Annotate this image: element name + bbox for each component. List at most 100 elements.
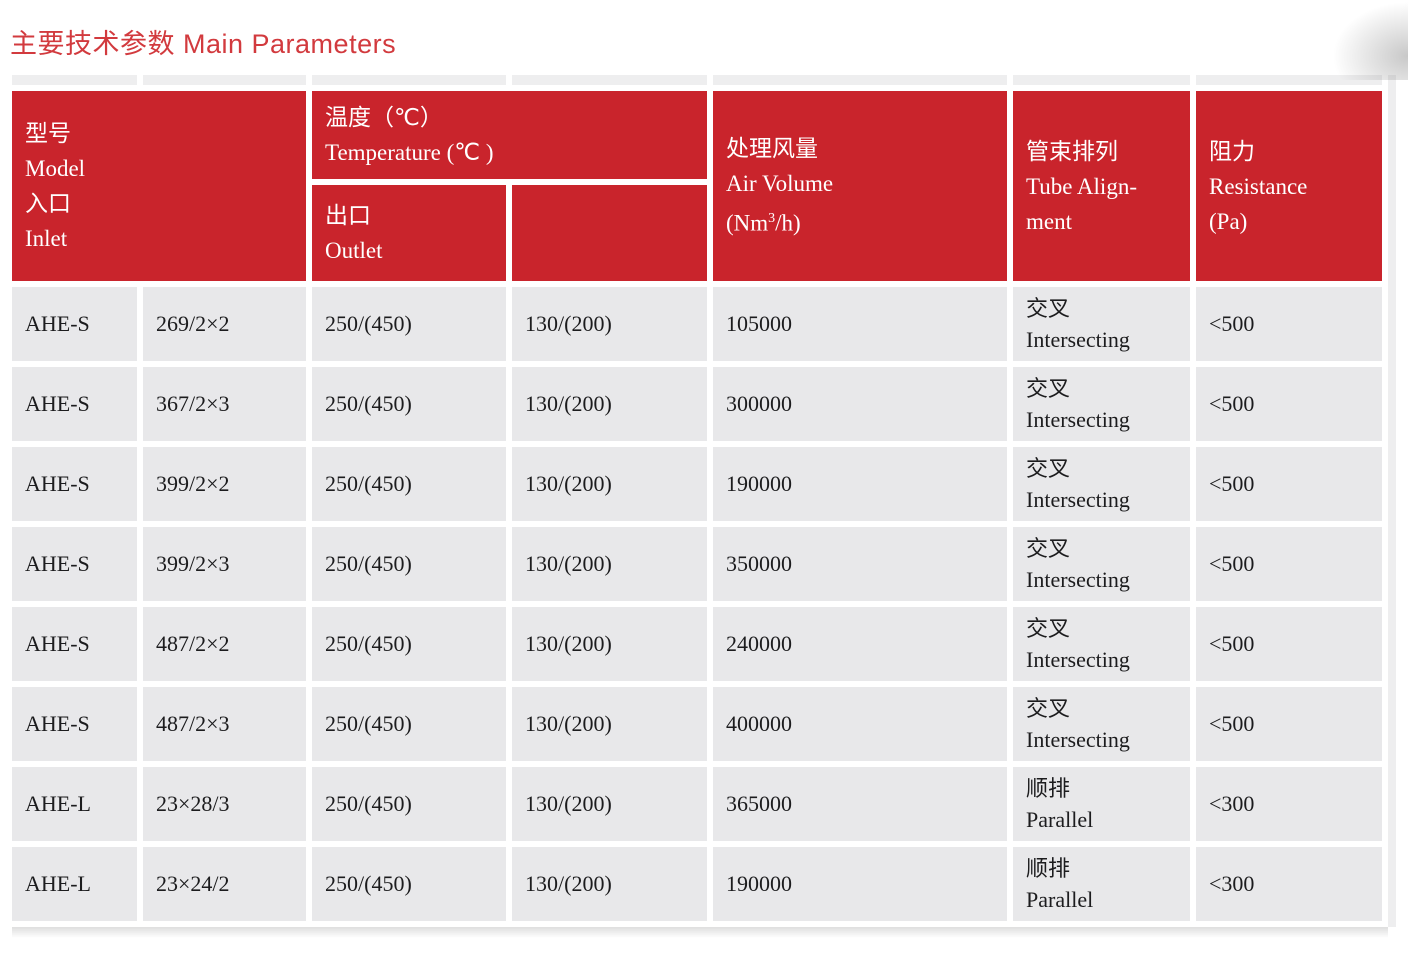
- cell-air-volume: 365000: [713, 767, 1007, 841]
- cell-inlet-temp: 250/(450): [312, 687, 506, 761]
- cell-size: 487/2×3: [143, 687, 306, 761]
- table-bottom-shadow: [12, 927, 1388, 938]
- cell-model: AHE-S: [12, 447, 137, 521]
- table-row: AHE-S 399/2×2 250/(450) 130/(200) 190000…: [12, 447, 1382, 521]
- cell-size: 487/2×2: [143, 607, 306, 681]
- page-corner-shadow: [1330, 0, 1408, 80]
- cell-tube-alignment: 顺排 Parallel: [1013, 847, 1190, 921]
- header-row-1: 型号 Model 入口 Inlet 温度（℃） Temperature (℃ )…: [12, 91, 1382, 281]
- table-row: AHE-S 487/2×3 250/(450) 130/(200) 400000…: [12, 687, 1382, 761]
- header-resistance-unit: (Pa): [1209, 208, 1248, 234]
- header-temperature-en: Temperature (℃ ): [325, 140, 494, 165]
- cell-air-volume: 240000: [713, 607, 1007, 681]
- header-outlet-en: Outlet: [325, 238, 383, 263]
- cell-air-volume: 400000: [713, 687, 1007, 761]
- table-right-sliver: [1388, 75, 1396, 927]
- cell-size: 269/2×2: [143, 287, 306, 361]
- header-resistance-en: Resistance: [1209, 173, 1308, 199]
- cell-size: 23×28/3: [143, 767, 306, 841]
- cell-tube-alignment: 交叉 Intersecting: [1013, 367, 1190, 441]
- table-top-sliver-row: [12, 75, 1382, 85]
- header-outlet-zh: 出口: [325, 202, 371, 228]
- cell-outlet-temp: 130/(200): [512, 687, 707, 761]
- cell-model: AHE-L: [12, 847, 137, 921]
- cell-tube-alignment: 交叉 Intersecting: [1013, 607, 1190, 681]
- header-resistance-zh: 阻力: [1209, 137, 1255, 164]
- header-tube-alignment-en2: ment: [1026, 208, 1072, 234]
- cell-size: 367/2×3: [143, 367, 306, 441]
- header-temperature: 温度（℃） Temperature (℃ ): [312, 91, 707, 179]
- header-row-2: 出口 Outlet: [12, 185, 1382, 281]
- cell-outlet-temp: 130/(200): [512, 287, 707, 361]
- sliver-cell: [1196, 75, 1382, 85]
- cell-air-volume: 190000: [713, 447, 1007, 521]
- cell-model: AHE-L: [12, 767, 137, 841]
- header-air-volume-unit: (Nm3/h): [726, 210, 801, 236]
- header-air-volume-zh: 处理风量: [726, 135, 818, 162]
- cell-air-volume: 190000: [713, 847, 1007, 921]
- header-tube-alignment: 管束排列 Tube Align- ment: [1013, 91, 1190, 281]
- cell-inlet-temp: 250/(450): [312, 447, 506, 521]
- table-row: AHE-S 487/2×2 250/(450) 130/(200) 240000…: [12, 607, 1382, 681]
- header-temperature-zh: 温度（℃）: [325, 104, 443, 130]
- table-row: AHE-S 269/2×2 250/(450) 130/(200) 105000…: [12, 287, 1382, 361]
- page-title: 主要技术参数 Main Parameters: [10, 29, 397, 59]
- cell-inlet-temp: 250/(450): [312, 767, 506, 841]
- sliver-cell: [713, 75, 1007, 85]
- table-row: AHE-L 23×24/2 250/(450) 130/(200) 190000…: [12, 847, 1382, 921]
- header-model-zh: 型号: [25, 120, 71, 146]
- sliver-cell: [512, 75, 707, 85]
- cell-resistance: <300: [1196, 767, 1382, 841]
- cell-tube-alignment: 交叉 Intersecting: [1013, 687, 1190, 761]
- cell-inlet-temp: 250/(450): [312, 607, 506, 681]
- cell-resistance: <500: [1196, 687, 1382, 761]
- header-tube-alignment-en1: Tube Align-: [1026, 173, 1137, 199]
- cell-resistance: <500: [1196, 607, 1382, 681]
- cell-tube-alignment: 交叉 Intersecting: [1013, 447, 1190, 521]
- cell-inlet-temp: 250/(450): [312, 287, 506, 361]
- cell-tube-alignment: 交叉 Intersecting: [1013, 527, 1190, 601]
- table-row: AHE-L 23×28/3 250/(450) 130/(200) 365000…: [12, 767, 1382, 841]
- header-air-volume: 处理风量 Air Volume (Nm3/h): [713, 91, 1007, 281]
- cell-resistance: <500: [1196, 287, 1382, 361]
- header-inlet-en: Inlet: [25, 226, 68, 251]
- header-inlet-zh: 入口: [25, 190, 71, 216]
- table-row: AHE-S 399/2×3 250/(450) 130/(200) 350000…: [12, 527, 1382, 601]
- cell-model: AHE-S: [12, 607, 137, 681]
- cell-outlet-temp: 130/(200): [512, 607, 707, 681]
- cell-outlet-temp: 130/(200): [512, 767, 707, 841]
- sliver-cell: [143, 75, 306, 85]
- cell-model: AHE-S: [12, 287, 137, 361]
- cell-model: AHE-S: [12, 367, 137, 441]
- header-model-en: Model: [25, 156, 86, 181]
- table-row: AHE-S 367/2×3 250/(450) 130/(200) 300000…: [12, 367, 1382, 441]
- cell-model: AHE-S: [12, 527, 137, 601]
- header-air-volume-en: Air Volume: [726, 171, 834, 197]
- cell-outlet-temp: 130/(200): [512, 447, 707, 521]
- sliver-cell: [1013, 75, 1190, 85]
- cell-tube-alignment: 交叉 Intersecting: [1013, 287, 1190, 361]
- cell-resistance: <500: [1196, 367, 1382, 441]
- header-tube-alignment-zh: 管束排列: [1026, 137, 1118, 164]
- header-empty-cell: [512, 185, 707, 281]
- header-outlet: 出口 Outlet: [312, 185, 506, 281]
- cell-air-volume: 105000: [713, 287, 1007, 361]
- cell-resistance: <300: [1196, 847, 1382, 921]
- cell-outlet-temp: 130/(200): [512, 367, 707, 441]
- header-model-inlet: 型号 Model 入口 Inlet: [12, 91, 306, 281]
- cell-size: 399/2×2: [143, 447, 306, 521]
- sliver-cell: [312, 75, 506, 85]
- cell-size: 23×24/2: [143, 847, 306, 921]
- sliver-cell: [12, 75, 137, 85]
- cell-inlet-temp: 250/(450): [312, 527, 506, 601]
- cell-inlet-temp: 250/(450): [312, 367, 506, 441]
- cell-outlet-temp: 130/(200): [512, 847, 707, 921]
- cell-tube-alignment: 顺排 Parallel: [1013, 767, 1190, 841]
- cell-resistance: <500: [1196, 527, 1382, 601]
- cell-size: 399/2×3: [143, 527, 306, 601]
- cell-inlet-temp: 250/(450): [312, 847, 506, 921]
- cell-resistance: <500: [1196, 447, 1382, 521]
- cell-outlet-temp: 130/(200): [512, 527, 707, 601]
- parameters-table: 型号 Model 入口 Inlet 温度（℃） Temperature (℃ )…: [6, 69, 1388, 927]
- cell-model: AHE-S: [12, 687, 137, 761]
